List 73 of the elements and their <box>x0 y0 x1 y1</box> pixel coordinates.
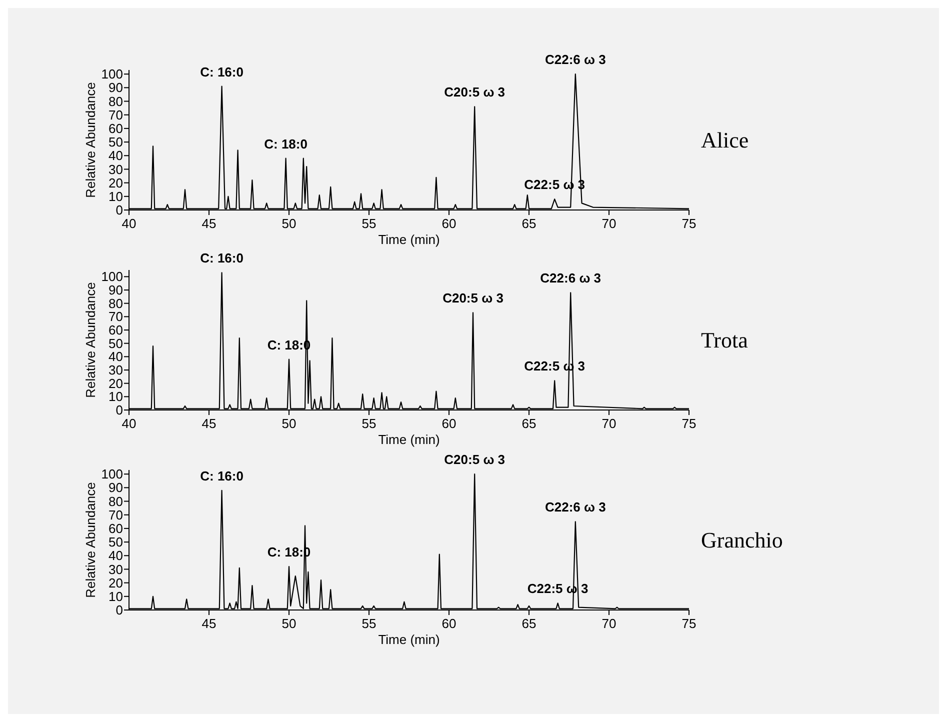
text: Granchio <box>701 528 783 553</box>
y-tick-label: 80 <box>108 94 123 109</box>
y-tick-label: 70 <box>108 107 123 122</box>
x-tick-label: 50 <box>282 616 296 631</box>
x-tick-label: 70 <box>602 216 616 231</box>
y-tick-label: 100 <box>101 269 123 284</box>
x-tick-label: 65 <box>522 416 536 431</box>
text: Trota <box>701 328 748 353</box>
x-tick-label: 70 <box>602 416 616 431</box>
annotation: C20:5 ω 3 <box>444 452 506 468</box>
y-tick-label: 10 <box>108 588 123 604</box>
x-tick-label: 75 <box>682 416 696 431</box>
y-axis-title: Relative Abundance <box>83 482 98 598</box>
annotation: C: 16:0 <box>200 468 244 484</box>
y-tick-label: 30 <box>108 162 123 177</box>
y-tick-label: 10 <box>108 389 123 404</box>
y-tick-label: 50 <box>108 336 123 351</box>
x-axis-title: Time (min) <box>378 632 440 647</box>
y-axis-title: Relative Abundance <box>83 82 98 198</box>
x-tick-label: 55 <box>362 416 376 431</box>
x-tick-label: 65 <box>522 216 536 231</box>
y-tick-label: 0 <box>116 202 123 218</box>
x-tick-label: 45 <box>202 416 216 431</box>
y-tick-label: 30 <box>108 562 123 577</box>
annotation: C: 18:0 <box>264 136 308 152</box>
y-tick-label: 80 <box>108 494 123 509</box>
x-tick-label: 75 <box>682 616 696 631</box>
y-tick-label: 90 <box>108 80 123 96</box>
x-tick-label: 60 <box>442 216 456 231</box>
x-tick-label: 60 <box>442 616 456 631</box>
y-tick-label: 40 <box>108 148 123 164</box>
y-axis-title: Relative Abundance <box>83 282 98 398</box>
y-tick-label: 50 <box>108 134 123 150</box>
y-tick-label: 20 <box>108 376 123 391</box>
annotation: C22:6 ω 3 <box>544 52 606 68</box>
x-axis-title: Time (min) <box>378 232 440 247</box>
y-tick-label: 90 <box>108 282 123 298</box>
text: Alice <box>701 128 749 153</box>
y-tick-label: 10 <box>108 188 123 204</box>
y-tick-label: 0 <box>116 602 123 618</box>
x-tick-label: 45 <box>202 616 216 631</box>
x-axis-title: Time (min) <box>378 432 440 447</box>
y-tick-label: 50 <box>108 534 123 550</box>
x-tick-label: 45 <box>202 216 216 231</box>
y-tick-label: 70 <box>108 507 123 522</box>
x-tick-label: 50 <box>282 216 296 231</box>
y-tick-label: 30 <box>108 362 123 378</box>
x-tick-label: 50 <box>282 416 296 431</box>
x-tick-label: 60 <box>442 416 456 431</box>
x-tick-label: 65 <box>522 616 536 631</box>
y-tick-label: 60 <box>108 520 123 536</box>
annotation: C22:6 ω 3 <box>544 500 606 515</box>
y-tick-label: 60 <box>108 120 123 136</box>
x-tick-label: 55 <box>362 616 376 631</box>
annotation: C20:5 ω 3 <box>442 290 504 306</box>
y-tick-label: 100 <box>101 66 123 82</box>
y-tick-label: 60 <box>108 322 123 338</box>
y-tick-label: 80 <box>108 296 123 311</box>
annotation: C20:5 ω 3 <box>444 84 506 100</box>
x-tick-label: 55 <box>362 216 376 231</box>
annotation: C22:6 ω 3 <box>540 270 602 286</box>
y-tick-label: 20 <box>108 575 123 590</box>
y-tick-label: 40 <box>108 349 123 364</box>
y-tick-label: 90 <box>108 480 123 496</box>
y-tick-label: 0 <box>116 402 123 418</box>
y-tick-label: 40 <box>108 548 123 564</box>
y-tick-label: 100 <box>101 466 123 482</box>
x-tick-label: 70 <box>602 616 616 631</box>
annotation: C: 16:0 <box>200 250 244 266</box>
y-tick-label: 70 <box>108 309 123 324</box>
y-tick-label: 20 <box>108 175 123 190</box>
x-tick-label: 75 <box>682 216 696 231</box>
annotation: C: 16:0 <box>200 64 244 80</box>
